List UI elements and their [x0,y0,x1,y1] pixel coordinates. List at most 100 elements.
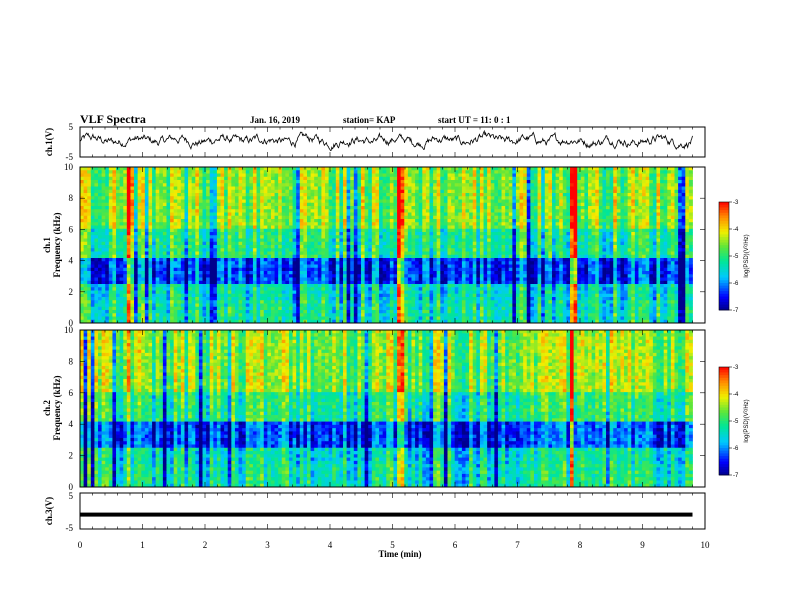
spectrogram-cell [263,219,268,223]
spectrogram-cell [123,254,128,259]
spectrogram-cell [339,235,344,239]
spectrogram-cell [631,189,636,194]
spectrogram-cell [267,189,272,194]
spectrogram-cell [126,215,131,220]
spectrogram-cell [162,248,167,252]
spectrogram-cell [566,215,571,220]
spectrogram-cell [285,241,290,246]
spectrogram-cell [325,186,329,191]
spectrogram-cell [595,241,600,246]
spectrogram-cell [249,228,254,233]
spectrogram-cell [497,183,502,187]
spectrogram-cell [580,228,585,233]
spectrogram-cell [339,241,344,246]
spectrogram-cell [296,232,301,236]
spectrogram-cell [346,202,351,207]
spectrogram-cell [541,254,546,259]
spectrogram-cell [624,209,629,213]
spectrogram-cell [425,228,430,233]
spectrogram-cell [267,183,272,187]
spectrogram-cell [591,245,596,249]
spectrogram-cell [144,232,149,236]
spectrogram-cell [180,196,185,200]
spectrogram-cell [400,232,405,236]
spectrogram-cell [335,235,340,239]
spectrogram-cell [501,241,506,246]
spectrogram-cell [620,238,625,243]
spectrogram-cell [479,258,484,262]
spectrogram-cell [570,173,574,178]
spectrogram-cell [577,232,582,236]
spectrogram-cell [418,202,423,207]
spectrogram-cell [220,225,225,230]
spectrogram-cell [508,248,513,252]
spectrogram-cell [429,232,434,236]
spectrogram-cell [350,186,355,191]
spectrogram-cell [274,238,279,243]
spectrogram-cell [108,186,113,191]
spectrogram-cell [422,167,427,171]
spectrogram-cell [541,245,546,249]
spectrogram-cell [285,206,290,210]
spectrogram-cell [660,245,665,249]
spectrogram-cell [606,183,611,187]
spectrogram-cell [303,251,308,256]
spectrogram-cell [613,241,618,246]
spectrogram-cell [642,225,647,230]
spectrogram-cell [544,189,549,194]
spectrogram-cell [411,170,416,174]
spectrogram-cell [152,248,157,252]
spectrogram-cell [645,183,650,187]
spectrogram-cell [573,241,578,246]
spectrogram-cell [487,193,492,197]
spectrogram-cell [483,248,488,252]
spectrogram-cell [663,232,668,236]
spectrogram-cell [609,235,614,239]
spectrogram-cell [231,222,236,226]
spectrogram-cell [152,170,157,174]
spectrogram-cell [678,235,683,239]
spectrogram-cell [202,196,207,200]
spectrogram-cell [580,167,585,171]
spectrogram-cell [479,176,484,181]
spectrogram-cell [256,202,261,207]
spectrogram-cell [634,248,639,252]
spectrogram-cell [620,209,625,213]
spectrogram-cell [310,215,315,220]
spectrogram-cell [270,222,275,226]
spectrogram-cell [393,167,398,171]
spectrogram-cell [98,176,103,181]
spectrogram-cell [310,206,315,210]
spectrogram-cell [184,248,189,252]
spectrogram-cell [306,193,311,197]
spectrogram-cell [634,212,639,217]
spectrogram-cell [180,258,185,262]
spectrogram-cell [303,228,308,233]
spectrogram-cell [166,209,171,213]
spectrogram-cell [83,180,88,184]
spectrogram-cell [224,189,229,194]
spectrogram-cell [274,248,279,252]
spectrogram-cell [137,209,142,213]
spectrogram-cell [119,170,124,174]
spectrogram-cell [263,196,268,200]
spectrogram-cell [155,183,160,187]
spectrogram-cell [195,219,200,223]
spectrogram-cell [645,196,650,200]
spectrogram-cell [173,209,178,213]
spectrogram-cell [663,245,668,249]
spectrogram-cell [645,238,650,243]
spectrogram-cell [652,241,657,246]
spectrogram-cell [170,170,175,174]
spectrogram-cell [678,202,683,207]
spectrogram-cell [263,241,268,246]
spectrogram-cell [602,245,607,249]
spectrogram-cell [206,232,211,236]
spectrogram-cell [198,209,203,213]
spectrogram-cell [371,209,376,213]
spectrogram-cell [566,170,571,174]
spectrogram-cell [83,176,88,181]
spectrogram-cell [559,228,564,233]
spectrogram-cell [166,189,171,194]
spectrogram-cell [278,209,283,213]
